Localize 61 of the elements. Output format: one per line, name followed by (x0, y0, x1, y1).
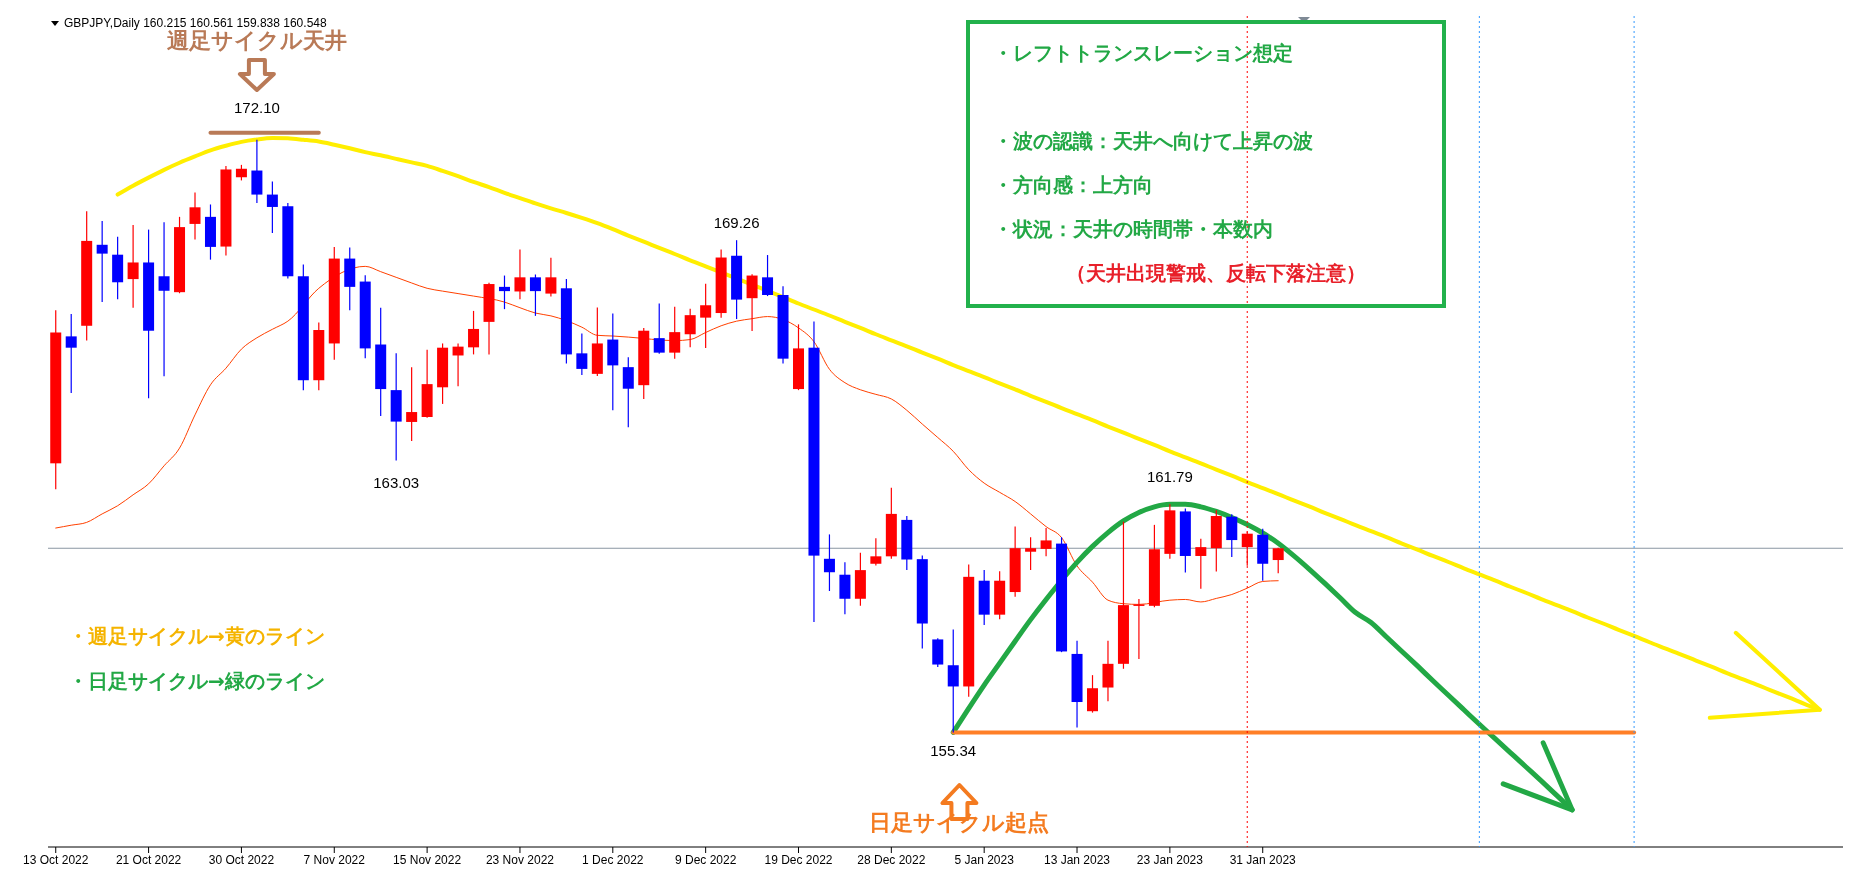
candlestick (189, 191, 201, 241)
candlestick (1241, 530, 1253, 567)
candlestick (1272, 547, 1284, 574)
candlestick (498, 274, 510, 310)
candlestick (65, 313, 77, 394)
x-tick-label: 21 Oct 2022 (115, 852, 182, 867)
candlestick (1226, 513, 1238, 558)
annotation: ・方向感：上方向 (993, 173, 1153, 197)
candlestick (700, 283, 712, 349)
candlestick (545, 257, 557, 298)
annotation: 169.26 (713, 214, 760, 232)
annotation: 163.03 (373, 474, 420, 492)
x-tick-label: 1 Dec 2022 (582, 852, 644, 867)
x-tick-label: 5 Jan 2023 (954, 852, 1015, 867)
candlestick (529, 273, 541, 317)
annotation: ・日足サイクル→緑のライン (68, 669, 325, 693)
x-tick-label: 13 Oct 2022 (23, 852, 89, 867)
x-tick-label: 7 Nov 2022 (303, 852, 366, 867)
x-tick-label: 9 Dec 2022 (674, 852, 737, 867)
annotation: ・レフトトランスレーション想定 (993, 41, 1293, 65)
chart-title: GBPJPY,Daily 160.215 160.561 159.838 160.548 (64, 16, 327, 30)
candlestick (684, 308, 696, 348)
candlestick (1087, 674, 1098, 714)
annotation: ・状況：天井の時間帯・本数内 (993, 217, 1273, 241)
candlestick (576, 332, 588, 376)
x-tick-label: 30 Oct 2022 (208, 852, 275, 867)
x-tick-label: 15 Nov 2022 (393, 852, 462, 867)
x-tick-label: 13 Jan 2023 (1044, 852, 1111, 867)
x-tick-label: 19 Dec 2022 (764, 852, 833, 867)
x-tick-label: 31 Jan 2023 (1229, 852, 1297, 867)
annotation: 155.34 (930, 742, 977, 760)
candlestick (127, 224, 139, 309)
candlestick (870, 537, 882, 567)
candlestick (1195, 538, 1207, 590)
annotation: ・波の認識：天井へ向けて上昇の波 (993, 129, 1313, 153)
annotation: ・週足サイクル→黄のライン (68, 624, 325, 648)
candlestick (514, 248, 526, 300)
candlestick (762, 254, 774, 297)
candlestick (669, 306, 681, 360)
candlestick (1025, 536, 1037, 571)
candlestick (266, 180, 278, 234)
candlestick (1040, 527, 1052, 557)
candlestick (452, 342, 464, 387)
x-tick-label: 23 Nov 2022 (485, 852, 555, 867)
candlestick (468, 310, 480, 356)
candlestick (746, 273, 758, 332)
candlestick (158, 221, 170, 377)
candlestick (96, 220, 108, 303)
annotation: 161.79 (1146, 468, 1193, 486)
candlestick (622, 356, 634, 428)
x-tick-label: 28 Dec 2022 (857, 852, 926, 867)
candlestick (947, 628, 959, 734)
annotation: 172.10 (233, 98, 280, 116)
candlestick (653, 302, 665, 355)
candlestick (1133, 598, 1145, 660)
annotation: （天井出現警戒、反転下落注意） (1066, 261, 1366, 285)
x-tick-label: 23 Jan 2023 (1136, 852, 1204, 867)
candlestick (1102, 640, 1114, 702)
annotation: 週足サイクル天井 (166, 28, 347, 53)
candlestick (823, 533, 835, 592)
candlestick (406, 366, 418, 442)
